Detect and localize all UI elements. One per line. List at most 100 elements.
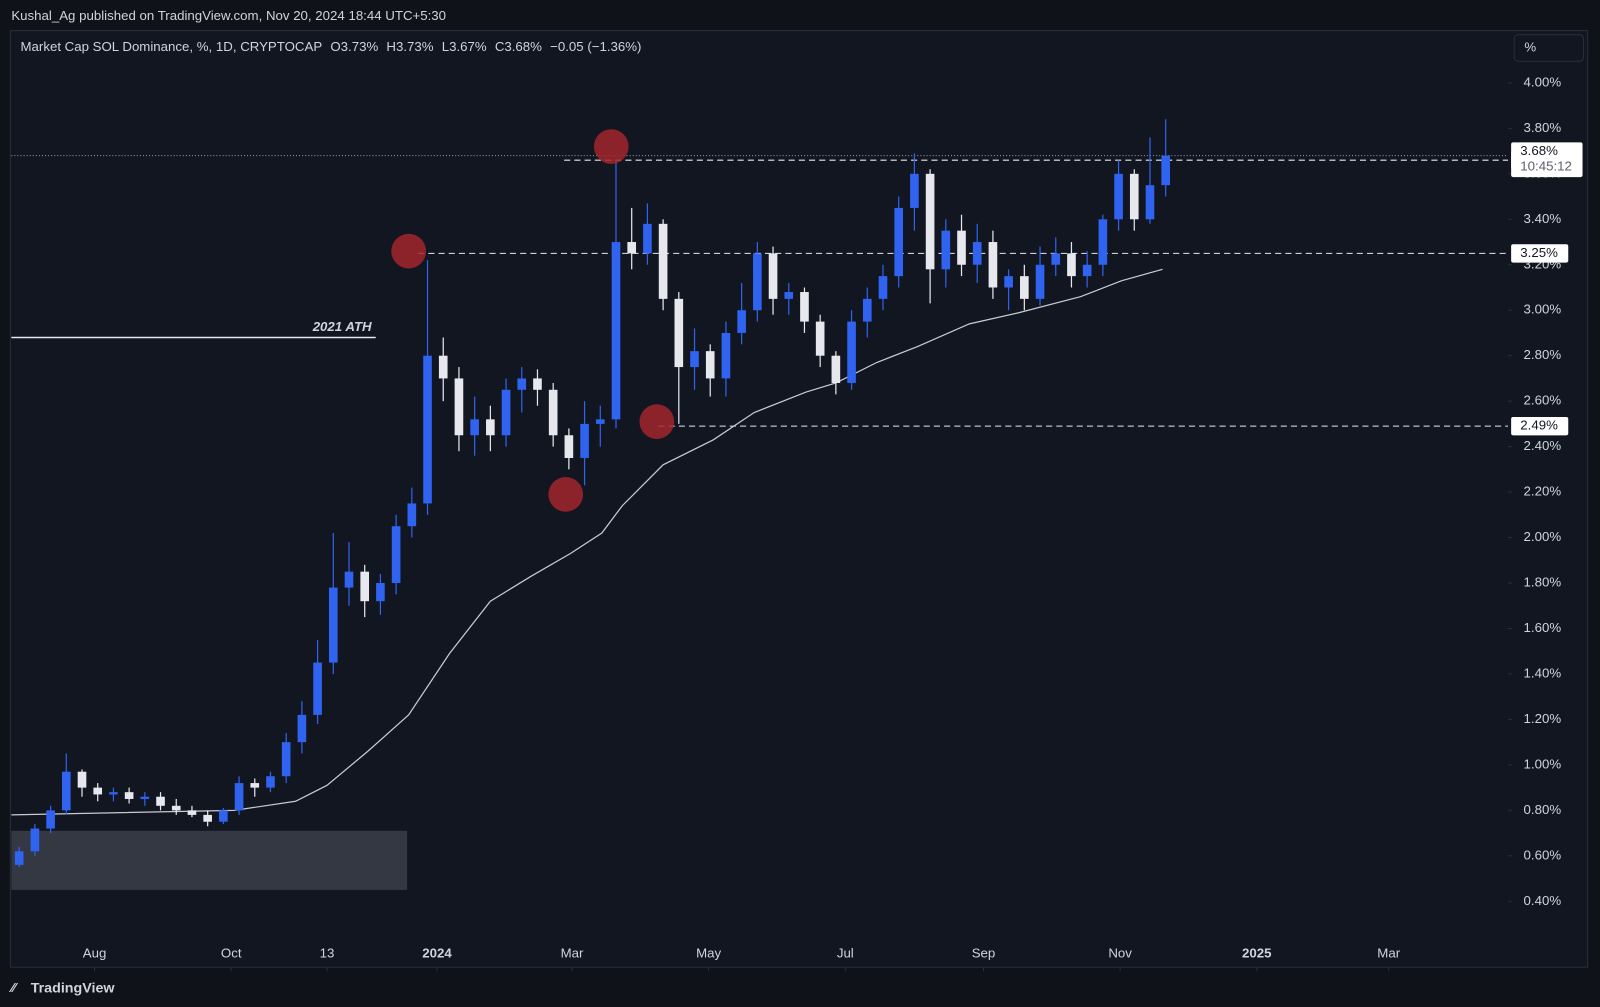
candle-body bbox=[77, 771, 87, 788]
candle-body bbox=[250, 783, 260, 788]
marker bbox=[593, 129, 629, 164]
candle-body bbox=[847, 321, 856, 383]
candle-body bbox=[674, 298, 684, 368]
candle-body bbox=[705, 351, 715, 379]
current-price-label: 3.68% bbox=[1520, 143, 1558, 158]
candle-body bbox=[486, 419, 495, 436]
scale-button-label[interactable]: % bbox=[1524, 39, 1536, 54]
x-tick-label: 2025 bbox=[1242, 945, 1271, 960]
countdown: 10:45:12 bbox=[1520, 158, 1572, 173]
y-tick-label: 3.00% bbox=[1524, 302, 1562, 317]
brand: TradingView bbox=[31, 980, 116, 996]
candle-body bbox=[753, 253, 762, 311]
candle-body bbox=[831, 355, 841, 383]
x-tick-label: May bbox=[696, 945, 721, 960]
chart-title: Market Cap SOL Dominance, %, 1D, CRYPTOC… bbox=[21, 38, 323, 53]
candle-body bbox=[1145, 185, 1155, 220]
scale-button[interactable] bbox=[1513, 34, 1585, 62]
candle-body bbox=[14, 851, 24, 865]
x-tick-label: Mar bbox=[561, 945, 584, 960]
candle-body bbox=[564, 435, 574, 458]
candle-body bbox=[234, 783, 244, 811]
candle-body bbox=[219, 810, 228, 822]
y-tick-label: 1.80% bbox=[1524, 575, 1562, 590]
y-tick-label: 2.00% bbox=[1524, 529, 1562, 544]
y-tick-label: 3.40% bbox=[1524, 211, 1562, 226]
x-tick-label: Oct bbox=[221, 945, 242, 960]
candle-body bbox=[203, 814, 212, 822]
zone bbox=[11, 830, 408, 890]
level-label: 3.25% bbox=[1520, 245, 1558, 260]
publisher: Kushal_Ag published on TradingView.com, … bbox=[11, 8, 446, 23]
candle-body bbox=[533, 378, 542, 390]
candle-body bbox=[1067, 253, 1076, 277]
x-tick-label: Jul bbox=[837, 945, 854, 960]
candle-body bbox=[595, 419, 605, 424]
y-tick-label: 2.20% bbox=[1524, 484, 1562, 499]
candle-body bbox=[1082, 264, 1092, 277]
moving-average bbox=[11, 268, 1163, 816]
x-tick-label: Sep bbox=[972, 945, 996, 960]
candle-body bbox=[46, 810, 55, 829]
candle-body bbox=[784, 292, 794, 299]
candle-body bbox=[93, 787, 103, 795]
plot-area bbox=[9, 30, 1589, 968]
candle-body bbox=[611, 242, 621, 420]
y-tick-label: 2.40% bbox=[1524, 438, 1562, 453]
y-tick-label: 0.80% bbox=[1524, 802, 1562, 817]
y-tick-label: 1.40% bbox=[1524, 665, 1562, 680]
ath-label: 2021 ATH bbox=[312, 319, 372, 334]
candle-body bbox=[407, 503, 417, 527]
candle-body bbox=[643, 223, 652, 254]
candle-body bbox=[1114, 173, 1123, 220]
candle-body bbox=[1004, 276, 1013, 288]
y-tick-label: 0.40% bbox=[1524, 893, 1562, 908]
legend-value: −0.05 (−1.36%) bbox=[550, 38, 641, 53]
y-tick-label: 1.20% bbox=[1524, 711, 1562, 726]
candle-body bbox=[187, 810, 197, 815]
candle-body bbox=[690, 351, 699, 368]
candle-body bbox=[957, 230, 966, 265]
candle-body bbox=[124, 792, 134, 799]
candle-body bbox=[988, 242, 998, 288]
candle-body bbox=[721, 332, 731, 379]
candle-body bbox=[109, 792, 118, 795]
legend-value: C3.68% bbox=[495, 38, 542, 53]
candle-body bbox=[1035, 264, 1045, 299]
candle-body bbox=[140, 796, 150, 799]
level-label: 2.49% bbox=[1520, 418, 1558, 433]
legend: Market Cap SOL Dominance, %, 1D, CRYPTOC… bbox=[21, 38, 642, 53]
candle-body bbox=[423, 355, 432, 504]
candle-body bbox=[910, 173, 919, 208]
legend-value: L3.67% bbox=[442, 38, 487, 53]
marker bbox=[639, 404, 675, 439]
y-tick-label: 3.80% bbox=[1524, 120, 1562, 135]
candle-body bbox=[627, 242, 637, 254]
candle-body bbox=[344, 571, 354, 588]
legend-value: O3.73% bbox=[330, 38, 378, 53]
x-tick-label: Aug bbox=[83, 945, 107, 960]
candle-body bbox=[156, 796, 165, 806]
y-tick-label: 4.00% bbox=[1524, 74, 1562, 89]
candle-body bbox=[862, 298, 872, 322]
candle-body bbox=[360, 571, 370, 602]
candle-body bbox=[470, 419, 479, 436]
candle-body bbox=[894, 207, 904, 277]
x-tick-label: 13 bbox=[320, 945, 335, 960]
candle-body bbox=[266, 776, 275, 788]
candle-body bbox=[61, 771, 71, 811]
y-tick-label: 1.00% bbox=[1524, 756, 1562, 771]
candle-body bbox=[313, 662, 322, 715]
y-tick-label: 2.80% bbox=[1524, 347, 1562, 362]
candle-body bbox=[815, 321, 825, 356]
candle-body bbox=[1051, 253, 1061, 265]
brand-logo: ⁄⁄ bbox=[8, 980, 18, 995]
candle-body bbox=[1161, 155, 1171, 186]
candle-body bbox=[328, 587, 338, 663]
candle-body bbox=[391, 526, 401, 584]
y-tick-label: 0.60% bbox=[1524, 847, 1562, 862]
level-label-box bbox=[1511, 416, 1569, 436]
candle-body bbox=[941, 230, 951, 270]
candle-body bbox=[580, 423, 589, 458]
